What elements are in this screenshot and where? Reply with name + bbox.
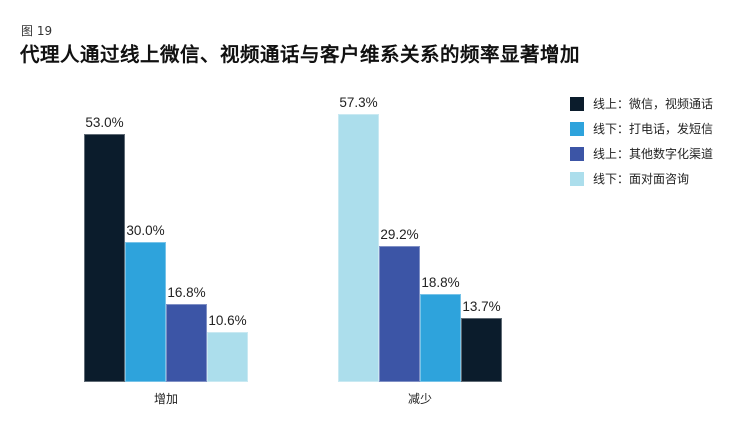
- bar: [379, 246, 420, 382]
- bar-value-label: 29.2%: [380, 227, 419, 242]
- bar-value-label: 13.7%: [462, 299, 501, 314]
- bar-value-label: 57.3%: [339, 95, 378, 110]
- bar-value-label: 53.0%: [85, 115, 124, 130]
- legend-label: 线上：微信，视频通话: [593, 97, 714, 111]
- legend-label: 线下：面对面咨询: [593, 172, 690, 186]
- chart-title: 代理人通过线上微信、视频通话与客户维系关系的频率显著增加: [20, 43, 581, 66]
- bar: [125, 242, 166, 382]
- category-label: 增加: [153, 392, 178, 406]
- bar: [84, 134, 125, 382]
- bar-value-label: 30.0%: [126, 223, 165, 238]
- legend-item: 线下：打电话，发短信: [570, 116, 713, 141]
- figure-label: 图 19: [21, 24, 53, 38]
- bar: [461, 318, 502, 382]
- bar: [420, 294, 461, 382]
- bar: [207, 332, 248, 382]
- bar-value-label: 18.8%: [421, 275, 460, 290]
- legend-swatch-icon: [570, 121, 584, 136]
- legend-item: 线下：面对面咨询: [570, 166, 713, 191]
- bar-value-label: 10.6%: [208, 313, 247, 328]
- chart-legend: 线上：微信，视频通话 线下：打电话，发短信 线上：其他数字化渠道 线下：面对面咨询: [570, 91, 713, 191]
- category-label: 减少: [407, 392, 432, 406]
- legend-swatch-icon: [570, 146, 584, 161]
- bar: [338, 114, 379, 382]
- legend-item: 线上：微信，视频通话: [570, 91, 713, 116]
- legend-swatch-icon: [570, 96, 584, 111]
- legend-label: 线下：打电话，发短信: [593, 122, 714, 136]
- legend-swatch-icon: [570, 171, 584, 186]
- bar-value-label: 16.8%: [167, 285, 206, 300]
- bar: [166, 304, 207, 382]
- legend-item: 线上：其他数字化渠道: [570, 141, 713, 166]
- legend-label: 线上：其他数字化渠道: [593, 147, 714, 161]
